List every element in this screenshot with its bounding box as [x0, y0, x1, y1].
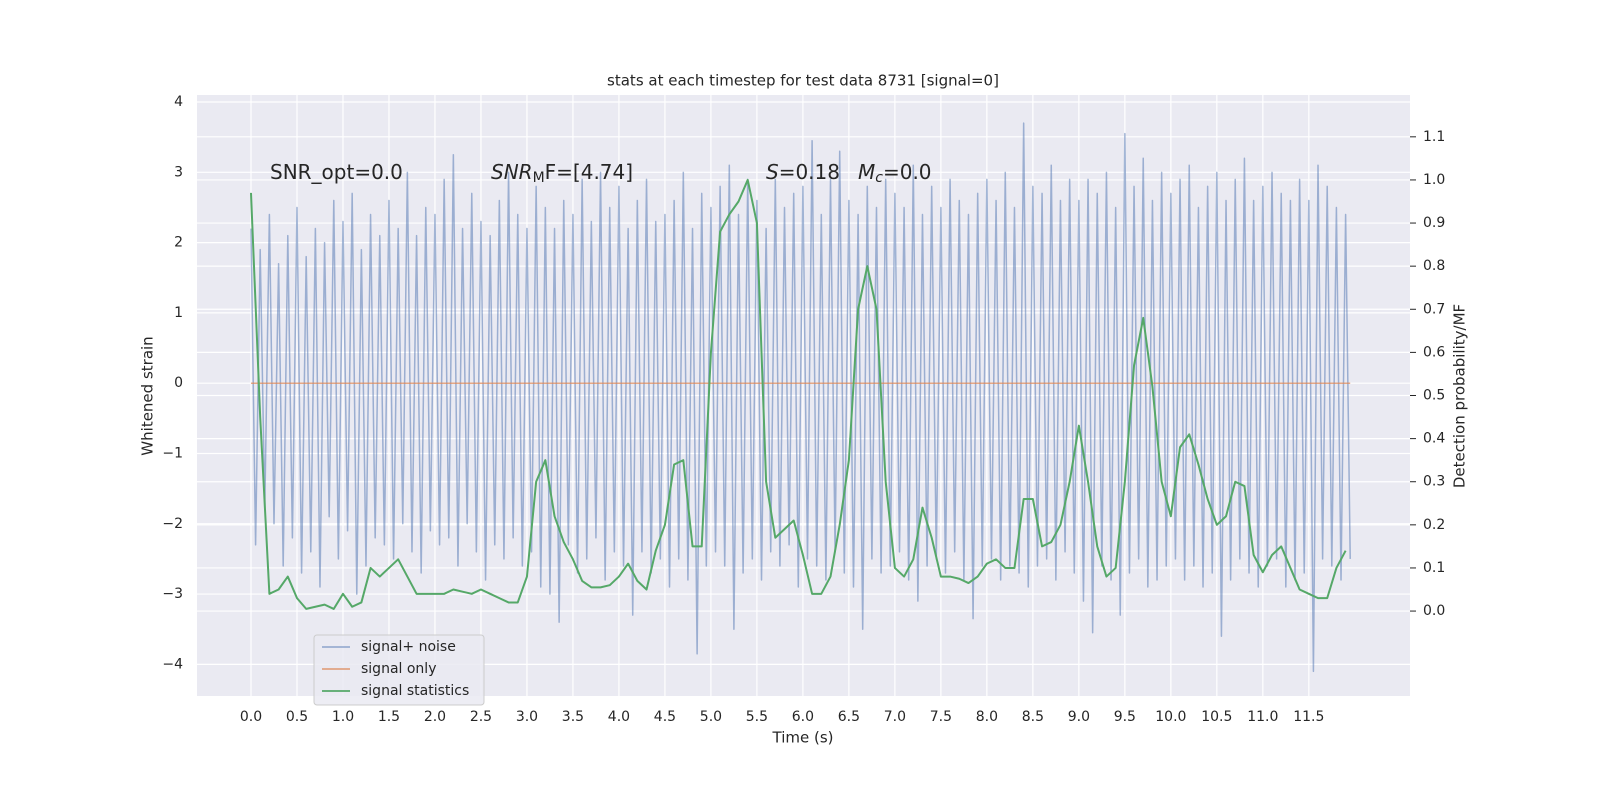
x-tick-label: 5.5	[746, 709, 768, 725]
marks	[249, 122, 1351, 673]
y-tick-label: 2	[174, 235, 183, 251]
y-tick-label: 4	[174, 94, 183, 110]
x-tick-label: 6.5	[838, 709, 860, 725]
y2-tick-label: 0.1	[1423, 560, 1445, 576]
annotation-part: c	[875, 170, 883, 186]
y2-axis-label: Detection probability/MF	[1451, 304, 1469, 488]
y-tick-label: −1	[162, 445, 183, 461]
y2-tick-label: 0.2	[1423, 517, 1445, 533]
y2-tick-label: 0.4	[1423, 431, 1445, 447]
y-tick-label: 1	[174, 305, 183, 321]
annotation: SNR_opt=0.0	[270, 160, 403, 184]
x-tick-label: 2.5	[470, 709, 492, 725]
annotation-part: SNR	[491, 160, 533, 184]
legend-label: signal statistics	[361, 683, 469, 699]
annotation: Mc=0.0	[858, 160, 932, 187]
x-tick-label: 11.0	[1247, 709, 1278, 725]
x-tick-label: 10.0	[1155, 709, 1186, 725]
annotation-part: SNR_opt=0.0	[270, 160, 403, 184]
x-tick-label: 1.5	[378, 709, 400, 725]
annotation-part: M	[858, 160, 875, 184]
annotation-part: S	[766, 160, 779, 184]
y2-tick-label: 0.6	[1423, 344, 1445, 360]
annotation-part: =0.18	[779, 160, 840, 184]
y-tick-label: 3	[174, 164, 183, 180]
annotation-part: M	[533, 170, 545, 186]
x-tick-label: 8.0	[976, 709, 998, 725]
y-tick-label: −2	[162, 516, 183, 532]
x-tick-label: 5.0	[700, 709, 722, 725]
x-tick-label: 3.0	[516, 709, 538, 725]
x-tick-label: 4.0	[608, 709, 630, 725]
legend-box	[313, 634, 485, 706]
x-tick-label: 1.0	[332, 709, 354, 725]
y-tick-label: 0	[174, 375, 183, 391]
annotation: SNRMF=[4.74]	[491, 160, 633, 187]
x-tick-label: 0.5	[286, 709, 308, 725]
x-tick-label: 9.0	[1068, 709, 1090, 725]
y2-tick-label: 1.1	[1423, 129, 1445, 145]
x-tick-label: 3.5	[562, 709, 584, 725]
legend-label: signal+ noise	[361, 639, 456, 655]
annotation-part: =0.0	[883, 160, 932, 184]
x-tick-label: 6.0	[792, 709, 814, 725]
y2-tick-label: 0.7	[1423, 301, 1445, 317]
y2-tick-label: 0.0	[1423, 603, 1445, 619]
legend-label: signal only	[361, 661, 436, 677]
x-tick-label: 10.5	[1201, 709, 1232, 725]
x-tick-label: 4.5	[654, 709, 676, 725]
x-axis-label: Time (s)	[772, 729, 834, 747]
y2-tick-label: 1.0	[1423, 172, 1445, 188]
y-tick-label: −4	[162, 656, 183, 672]
legend: signal+ noise signal only signal statistic…	[313, 634, 485, 706]
y-tick-label: −3	[162, 586, 183, 602]
y2-tick-label: 0.5	[1423, 388, 1445, 404]
x-tick-label: 9.5	[1114, 709, 1136, 725]
chart-title: stats at each timestep for test data 873…	[607, 72, 999, 90]
series-line	[249, 178, 1347, 610]
x-tick-label: 8.5	[1022, 709, 1044, 725]
x-tick-label: 7.0	[884, 709, 906, 725]
labels: 0.0 0.5 1.0 1.5 2.0 2.5 3.0 3.5 4.0 4.5 5.0 5.5 6.0 6…	[162, 94, 1445, 725]
y-axis-label: Whitened strain	[139, 336, 157, 455]
y2-tick-label: 0.3	[1423, 474, 1445, 490]
x-tick-label: 0.0	[240, 709, 262, 725]
y2-tick-label: 0.9	[1423, 215, 1445, 231]
x-tick-label: 11.5	[1293, 709, 1324, 725]
annotation-part: F=[4.74]	[545, 160, 633, 184]
x-tick-label: 2.0	[424, 709, 446, 725]
annotation: S=0.18	[766, 160, 840, 184]
x-tick-label: 7.5	[930, 709, 952, 725]
y2-tick-label: 0.8	[1423, 258, 1445, 274]
